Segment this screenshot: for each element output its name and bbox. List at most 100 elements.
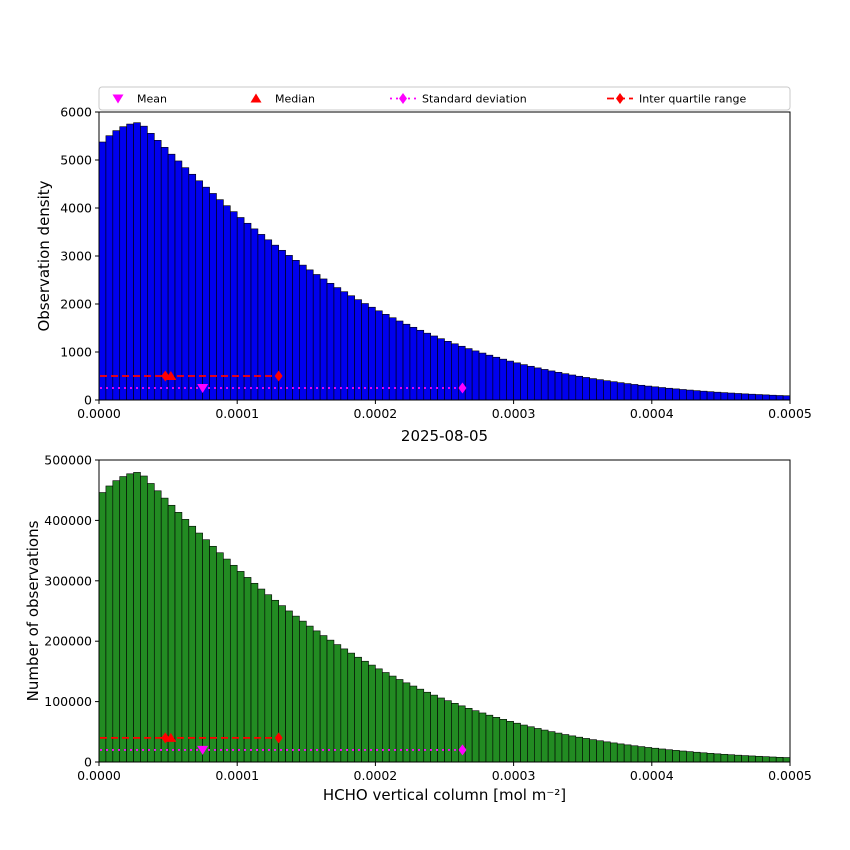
histogram-bar [250,582,259,763]
y-tick-label: 4000 [60,201,92,216]
histogram-bar [305,625,314,763]
y-tick-label: 300000 [44,573,92,588]
histogram-bar [326,639,335,763]
histogram-bar [637,746,646,763]
histogram-bar [105,485,114,763]
histogram-bar [292,260,300,401]
histogram-bar [616,743,625,763]
legend-label: Standard deviation [422,93,527,106]
histogram-bar [167,153,176,401]
histogram-bar [147,483,155,763]
histogram-bar [181,519,190,763]
y-tick-label: 500000 [44,453,92,468]
legend-label: Inter quartile range [639,93,746,106]
x-tick-label: 0.0000 [77,406,121,421]
histogram-bar [603,741,611,763]
x-axis-label: HCHO vertical column [mol m⁻²] [322,786,567,804]
histogram-bar [147,133,155,401]
histogram-bar [527,365,535,401]
x-tick-label: 0.0005 [768,768,812,783]
histogram-bar [319,635,328,763]
histogram-bar [167,504,176,763]
histogram-bar [347,295,355,401]
histogram-bar [775,756,784,763]
legend-label: Mean [137,93,167,106]
histogram-bar [292,615,300,763]
histogram-bar [285,255,293,401]
x-tick-label: 0.0002 [354,768,398,783]
x-tick-label: 0.0001 [215,406,259,421]
histogram-bar [513,722,521,763]
histogram-bar [582,377,590,401]
histogram-bar [464,348,473,401]
x-tick-label: 0.0004 [630,768,674,783]
histogram-bar [561,734,570,763]
histogram-bar [478,352,487,401]
histogram-bar [768,394,777,401]
histogram-bar [430,335,438,401]
histogram-bar [582,738,590,763]
histogram-bar [603,380,611,401]
histogram-bar [368,306,376,401]
histogram-bar [423,332,431,401]
histogram-bar [727,392,736,401]
histogram-bar [679,389,687,401]
histogram-bar [540,369,549,401]
histogram-bar [762,756,770,763]
histogram-bar [492,717,501,763]
histogram-bar [133,122,141,401]
histogram-bar [236,217,245,401]
iqr-q3-diamond-icon [274,370,283,382]
y-tick-label: 0 [84,755,92,770]
histogram-bar [464,708,473,763]
histogram-bar [561,373,570,401]
histogram-bar [651,747,660,763]
histogram-bar [354,656,362,763]
histogram-bar [672,750,680,763]
histogram-bar [326,283,335,401]
histogram-bar [623,383,632,401]
histogram-bar [409,326,418,401]
histogram-bar [236,571,245,763]
histogram-bar [98,492,107,763]
iqr-q3-diamond-icon [274,732,283,744]
histogram-bar [340,291,349,401]
histogram-bar [540,729,549,763]
histogram-bar [534,728,542,763]
mean-triangle-icon [197,745,209,755]
histogram-bar [679,750,687,763]
histogram-bar [630,384,639,401]
histogram-bar [672,388,680,401]
histogram-bar [423,691,431,763]
histogram-bar [547,731,556,763]
histogram-bar [741,755,749,763]
histogram-bar [713,391,722,401]
histogram-bar [312,630,321,763]
x-tick-label: 0.0002 [354,406,398,421]
histogram-bar [762,394,770,401]
histogram-bar [782,757,791,763]
y-tick-label: 3000 [60,249,92,264]
histogram-bar [361,303,369,401]
histogram-bar [485,354,494,401]
histogram-bar [264,594,273,763]
histogram-bar [734,754,742,763]
histogram-bar [105,135,114,401]
histogram-bar [506,721,514,763]
histogram-bar [140,125,148,401]
legend-box [98,86,791,111]
mean-triangle-icon [197,384,209,393]
histogram-bar [623,744,632,763]
histogram-bar [471,710,480,763]
histogram-bar [188,173,197,401]
histogram-bar [430,694,438,763]
histogram-bar [637,384,646,401]
histogram-bar [257,588,266,763]
histogram-bar [720,392,729,401]
histogram-bar [354,299,362,401]
histogram-bar [748,393,756,401]
histogram-bar [319,278,328,401]
histogram-bar [299,620,307,763]
histogram-bar [382,672,390,763]
